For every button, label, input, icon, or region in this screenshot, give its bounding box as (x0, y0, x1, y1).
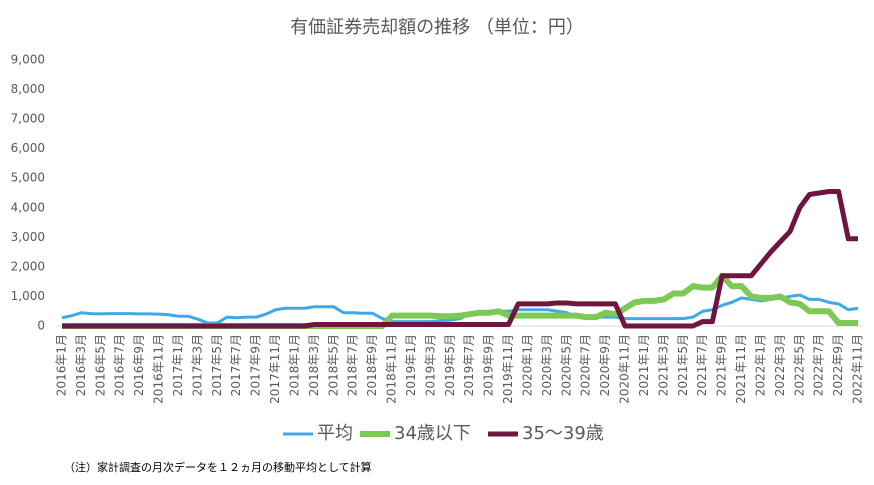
x-tick-label: 2021年9月 (715, 334, 729, 396)
y-tick-label: 2,000 (11, 259, 45, 273)
x-tick-label: 2018年7月 (346, 334, 360, 396)
y-tick-label: 0 (37, 319, 45, 333)
x-tick-label: 2019年5月 (443, 334, 457, 396)
x-tick-label: 2017年3月 (190, 334, 204, 396)
x-tick-label: 2016年5月 (93, 334, 107, 396)
x-tick-label: 2022年9月 (831, 334, 845, 396)
x-tick-label: 2019年11月 (501, 334, 515, 404)
x-tick-label: 2021年1月 (637, 334, 651, 396)
x-tick-label: 2020年7月 (579, 334, 593, 396)
legend-label: 34歳以下 (394, 423, 471, 444)
x-tick-label: 2019年9月 (482, 334, 496, 396)
y-tick-label: 6,000 (11, 141, 45, 155)
series-line (62, 189, 858, 329)
legend-label: 35～39歳 (522, 423, 604, 444)
series-line (61, 293, 859, 325)
y-tick-label: 1,000 (11, 289, 45, 303)
y-tick-label: 3,000 (11, 230, 45, 244)
x-tick-label: 2019年7月 (462, 334, 476, 396)
y-tick-label: 8,000 (11, 82, 45, 96)
x-tick-label: 2021年7月 (695, 334, 709, 396)
x-tick-label: 2018年11月 (385, 334, 399, 404)
legend-label: 平均 (317, 423, 353, 444)
x-tick-label: 2016年9月 (132, 334, 146, 396)
x-tick-label: 2018年9月 (365, 334, 379, 396)
x-tick-label: 2020年11月 (618, 334, 632, 404)
x-tick-label: 2019年3月 (423, 334, 437, 396)
x-tick-label: 2022年5月 (792, 334, 806, 396)
x-tick-label: 2017年9月 (249, 334, 263, 396)
x-tick-label: 2019年1月 (404, 334, 418, 396)
y-tick-label: 7,000 (11, 112, 45, 126)
x-tick-label: 2022年1月 (753, 334, 767, 396)
x-tick-label: 2020年1月 (520, 334, 534, 396)
x-tick-label: 2018年3月 (307, 334, 321, 396)
x-tick-label: 2020年3月 (540, 334, 554, 396)
x-tick-label: 2016年1月 (55, 334, 69, 396)
x-tick-label: 2016年3月 (74, 334, 88, 396)
x-tick-label: 2020年5月 (559, 334, 573, 396)
x-tick-label: 2021年3月 (656, 334, 670, 396)
x-tick-label: 2020年9月 (598, 334, 612, 396)
y-tick-label: 4,000 (11, 200, 45, 214)
x-tick-label: 2017年1月 (171, 334, 185, 396)
x-tick-label: 2022年7月 (812, 334, 826, 396)
chart-title: 有価証券売却額の推移 （単位：円） (290, 17, 584, 38)
x-tick-label: 2018年1月 (287, 334, 301, 396)
y-tick-label: 9,000 (11, 53, 45, 67)
x-tick-label: 2017年11月 (268, 334, 282, 404)
x-tick-label: 2022年3月 (773, 334, 787, 396)
x-tick-label: 2017年7月 (229, 334, 243, 396)
y-tick-label: 5,000 (11, 171, 45, 185)
x-tick-label: 2021年5月 (676, 334, 690, 396)
x-tick-label: 2017年5月 (210, 334, 224, 396)
x-tick-label: 2021年11月 (734, 334, 748, 404)
x-tick-label: 2016年7月 (113, 334, 127, 396)
note: （注）家計調査の月次データを１２ヵ月の移動平均として計算 (64, 460, 372, 474)
x-tick-label: 2016年11月 (152, 334, 166, 404)
x-tick-label: 2022年11月 (851, 334, 865, 404)
x-tick-label: 2018年5月 (326, 334, 340, 396)
